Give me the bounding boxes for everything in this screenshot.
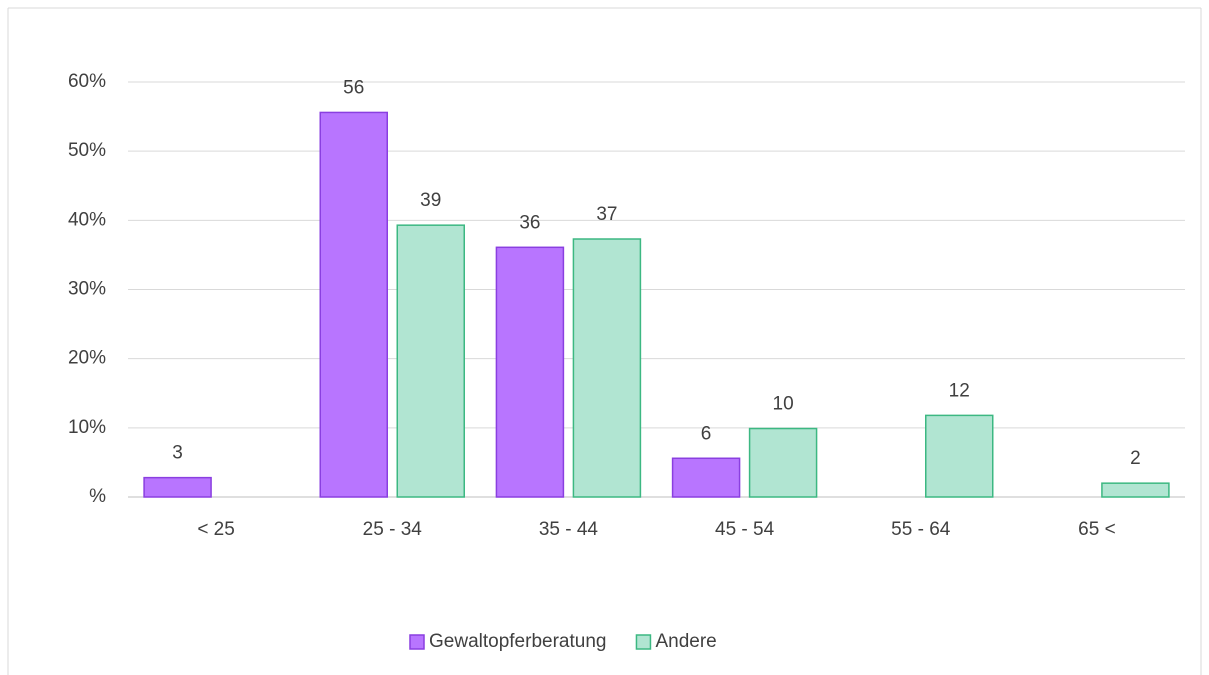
bar [319, 111, 388, 498]
legend-swatch [635, 634, 652, 650]
data-label: 36 [519, 212, 540, 233]
x-tick-label: 45 - 54 [715, 519, 775, 540]
legend-swatch [409, 634, 425, 650]
x-tick-label: 25 - 34 [363, 519, 423, 540]
y-tick-label: 10% [68, 417, 106, 438]
x-tick-label: 55 - 64 [891, 519, 951, 540]
bar [748, 427, 818, 498]
y-tick-label: 50% [68, 140, 106, 161]
data-label: 39 [420, 190, 441, 211]
bar [396, 224, 465, 498]
legend-label: Andere [655, 631, 716, 652]
legend-label: Gewaltopferberatung [429, 631, 606, 652]
y-tick-label: 20% [68, 348, 106, 369]
bar [572, 238, 642, 498]
data-label: 3 [172, 443, 183, 464]
bar [143, 476, 212, 498]
bar [1101, 482, 1170, 498]
data-label: 6 [701, 423, 712, 444]
data-label: 37 [596, 204, 617, 225]
y-tick-label: % [89, 486, 106, 507]
data-label: 12 [949, 380, 970, 401]
bar [495, 246, 565, 498]
x-tick-label: < 25 [197, 519, 235, 540]
data-label: 2 [1130, 448, 1141, 469]
x-tick-label: 35 - 44 [539, 519, 599, 540]
x-tick-label: 65 < [1078, 519, 1116, 540]
y-tick-label: 60% [68, 71, 106, 92]
data-label: 56 [343, 77, 364, 98]
data-label: 10 [773, 394, 794, 415]
y-tick-label: 40% [68, 209, 106, 230]
bar [671, 457, 741, 498]
bar [925, 414, 994, 498]
y-tick-label: 30% [68, 279, 106, 300]
